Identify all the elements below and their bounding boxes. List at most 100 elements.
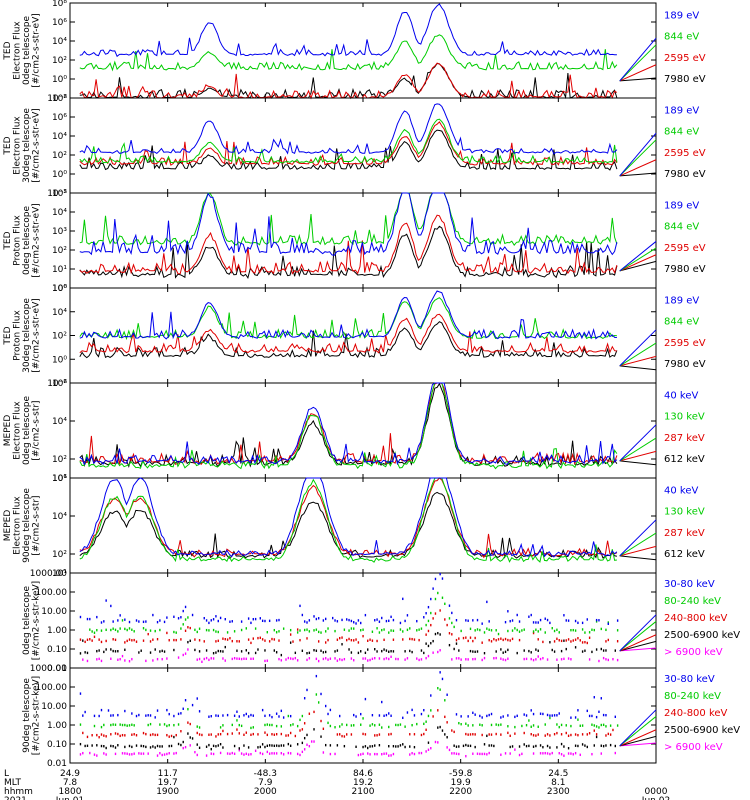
data-point (168, 735, 170, 738)
legend-entry: 240-800 keV (664, 613, 728, 624)
data-point (322, 619, 325, 622)
data-point (551, 626, 553, 630)
data-point (308, 744, 311, 748)
data-point (212, 618, 215, 621)
data-point (402, 638, 404, 641)
series-gap-line (619, 44, 657, 82)
panel-meped-electron-0deg: 10⁶ 10⁴ 10² 10¹ MEPED Electron Flux 0deg teles… (3, 379, 705, 484)
data-point (430, 597, 432, 601)
data-point (196, 658, 198, 661)
data-point (360, 753, 362, 756)
data-point (238, 723, 240, 727)
data-point (212, 752, 215, 756)
data-point (233, 744, 236, 748)
data-point (324, 650, 327, 654)
data-point (346, 618, 348, 621)
data-point (411, 637, 413, 641)
data-point (219, 726, 222, 729)
y-axis-label: MEPED (3, 510, 13, 542)
data-point (336, 649, 339, 652)
data-point (609, 724, 612, 727)
data-point (103, 752, 105, 755)
data-point (546, 618, 549, 622)
data-point (542, 745, 544, 749)
y-tick-label: 10² (52, 332, 67, 342)
series-gap-line (619, 634, 657, 652)
data-point (166, 631, 168, 635)
y-tick-label: 10⁶ (52, 284, 67, 294)
x-tick-label-hhmm: 2100 (352, 787, 375, 797)
data-point (530, 709, 532, 712)
data-point (595, 725, 598, 728)
data-point (523, 628, 525, 631)
data-point (474, 657, 476, 661)
data-point (226, 638, 229, 641)
data-point (184, 605, 187, 609)
data-point (439, 609, 441, 612)
data-point (444, 699, 446, 702)
data-point (411, 751, 413, 755)
data-point (518, 630, 521, 633)
data-point (117, 732, 119, 736)
data-point (544, 617, 546, 620)
legend-entry: 7980 eV (664, 359, 706, 370)
data-point (439, 671, 441, 674)
data-point (289, 628, 292, 632)
data-point (399, 621, 402, 625)
data-point (117, 713, 119, 717)
data-point (252, 618, 254, 621)
data-point (488, 620, 490, 623)
legend-entry: 80-240 keV (664, 596, 721, 607)
data-point (187, 616, 189, 619)
data-point (537, 725, 539, 728)
data-point (79, 742, 82, 746)
data-point (390, 655, 392, 658)
series-gap-line (619, 621, 657, 652)
data-point (556, 714, 558, 717)
data-point (467, 619, 469, 622)
data-point (203, 657, 205, 661)
data-point (348, 618, 350, 622)
data-point (553, 629, 556, 633)
data-point (79, 692, 82, 695)
data-point (324, 641, 327, 644)
data-point (593, 724, 595, 727)
y-tick-label: 1.00 (47, 626, 67, 636)
data-point (110, 714, 112, 717)
data-point (383, 714, 385, 717)
data-point (488, 638, 490, 642)
data-point (518, 745, 521, 748)
data-point (378, 744, 381, 747)
data-point (245, 627, 247, 630)
data-point (315, 617, 318, 621)
data-point (476, 752, 479, 755)
data-point (306, 733, 308, 737)
data-point (539, 618, 542, 622)
data-point (602, 723, 605, 727)
data-point (292, 723, 294, 726)
data-point (565, 639, 567, 642)
data-point (275, 724, 278, 728)
data-point (296, 659, 299, 662)
data-point (388, 650, 390, 653)
series-line-3 (79, 103, 618, 155)
data-point (616, 629, 619, 632)
data-point (350, 619, 353, 623)
data-point (570, 733, 572, 737)
data-point (411, 708, 413, 712)
y-axis-label: 30deg telescope (22, 298, 32, 373)
legend-entry: > 6900 keV (664, 742, 723, 753)
data-point (240, 628, 243, 632)
data-point (278, 657, 280, 661)
data-point (560, 733, 563, 736)
data-point (341, 618, 343, 622)
data-point (303, 620, 306, 623)
data-point (563, 745, 565, 748)
legend-entry: 2500-6900 keV (664, 725, 740, 736)
data-point (259, 636, 262, 639)
data-point (490, 733, 493, 736)
data-point (381, 700, 383, 704)
y-tick-label: 0.10 (47, 645, 67, 655)
data-point (166, 724, 168, 728)
data-point (313, 710, 315, 714)
